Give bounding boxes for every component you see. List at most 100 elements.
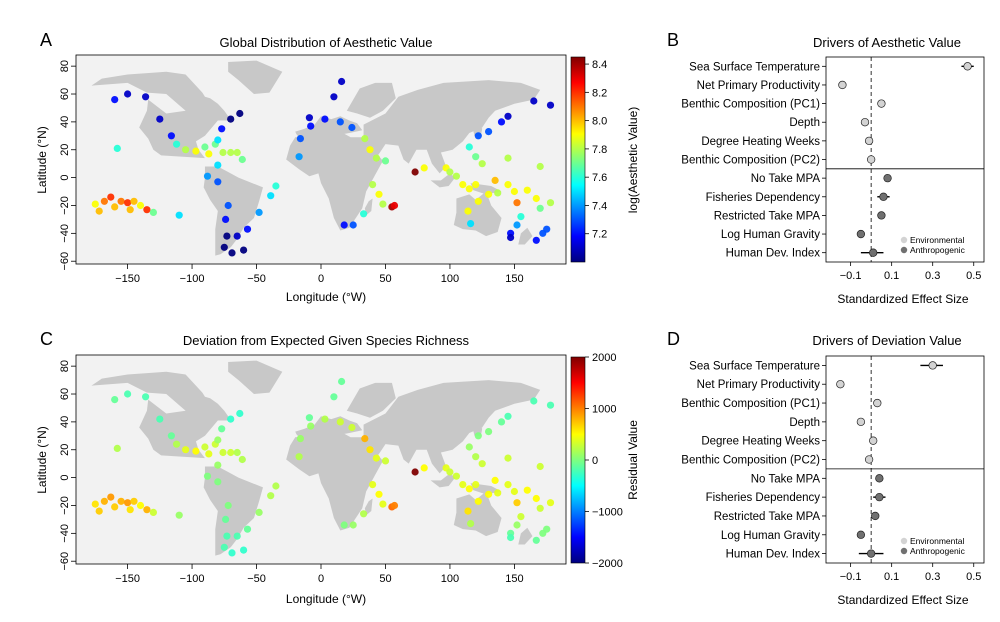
x-tick-label: 0 xyxy=(318,273,324,285)
map-point xyxy=(228,549,236,557)
y-tick-label: 60 xyxy=(59,388,71,400)
map-point xyxy=(411,168,419,176)
map-point xyxy=(338,77,346,86)
colorbar-tick-label: −1000 xyxy=(592,507,623,519)
map-point xyxy=(91,500,99,508)
map-point xyxy=(336,418,344,426)
map-point xyxy=(536,162,544,171)
map-point xyxy=(491,476,499,484)
map-point xyxy=(504,454,512,462)
map-point xyxy=(510,187,518,196)
map-point xyxy=(167,132,175,140)
map-point xyxy=(379,500,387,508)
legend-swatch xyxy=(900,246,908,254)
y-tick-label: −20 xyxy=(59,196,71,215)
x-tick-label: 0.3 xyxy=(925,571,940,583)
map-point xyxy=(113,444,121,452)
row-label: Degree Heating Weeks xyxy=(701,136,820,148)
map-point xyxy=(536,462,544,471)
map-point xyxy=(467,520,475,528)
map-point xyxy=(305,414,313,422)
map-point xyxy=(513,521,521,529)
row-label: Benthic Composition (PC1) xyxy=(681,398,820,410)
map-point xyxy=(465,485,473,493)
map-point xyxy=(510,487,518,496)
map-point xyxy=(485,490,493,498)
map-point xyxy=(517,213,525,221)
map-point xyxy=(227,448,235,457)
row-label: Net Primary Productivity xyxy=(697,379,821,391)
map-point xyxy=(182,146,190,154)
map-point xyxy=(464,207,472,215)
map-point xyxy=(203,472,212,480)
map-point xyxy=(142,393,150,401)
row-label: Degree Heating Weeks xyxy=(701,436,820,448)
x-tick-label: −50 xyxy=(247,573,266,585)
map-point xyxy=(513,199,521,207)
map-point xyxy=(214,461,222,469)
x-tick-label: 0.3 xyxy=(925,270,940,282)
colorbar-tick-label: 7.8 xyxy=(592,144,607,156)
map-point xyxy=(219,148,227,157)
colorbar-tick-label: 0 xyxy=(592,455,598,467)
map-point xyxy=(465,185,473,193)
map-point xyxy=(255,208,263,216)
map-point xyxy=(307,422,315,430)
map-point xyxy=(227,148,235,157)
effect-point xyxy=(856,530,866,539)
map-c-x-label: Longitude (°W) xyxy=(286,592,366,606)
map-point xyxy=(361,435,369,443)
map-point xyxy=(536,504,544,512)
map-point xyxy=(130,497,138,505)
panel-a: A Global Distribution of Aesthetic Value… xyxy=(35,30,640,304)
effect-point xyxy=(860,118,870,127)
map-point xyxy=(233,232,241,240)
x-tick-label: −50 xyxy=(247,273,266,285)
map-point xyxy=(465,443,473,451)
map-point xyxy=(111,396,119,404)
map-point xyxy=(474,132,482,140)
y-tick-label: −40 xyxy=(59,524,71,543)
map-point xyxy=(143,506,151,514)
legend-label: Anthropogenic xyxy=(910,546,966,556)
map-point xyxy=(530,397,538,405)
map-point xyxy=(201,443,209,451)
map-point xyxy=(338,377,346,386)
row-label: Depth xyxy=(789,417,820,429)
row-label: Log Human Gravity xyxy=(721,229,820,241)
map-point xyxy=(227,415,235,423)
row-label: No Take MPA xyxy=(751,173,821,185)
map-point xyxy=(222,215,230,223)
effect-point xyxy=(883,173,892,183)
colorbar-tick-label: 7.4 xyxy=(592,200,607,212)
effect-point xyxy=(866,549,876,558)
map-c-x-axis: −150 −100 −50 0 50 100 150 xyxy=(115,564,524,585)
map-a-y-axis: −60 −40 −20 0 20 40 60 80 xyxy=(59,60,76,271)
panel-letter-d: D xyxy=(667,329,680,349)
legend-label: Environmental xyxy=(910,536,964,546)
map-point xyxy=(243,525,252,533)
row-label: Human Dev. Index xyxy=(726,549,821,561)
map-point xyxy=(372,154,380,162)
x-tick-label: −150 xyxy=(115,273,140,285)
map-point xyxy=(95,207,103,215)
effect-point xyxy=(856,229,866,239)
map-point xyxy=(349,521,357,529)
map-point xyxy=(175,511,183,519)
map-point xyxy=(366,146,374,154)
map-point xyxy=(497,118,506,126)
map-point xyxy=(348,423,356,432)
map-point xyxy=(214,478,222,486)
map-point xyxy=(504,154,512,162)
map-point xyxy=(223,532,231,540)
map-point xyxy=(238,155,246,164)
map-point xyxy=(330,93,338,101)
map-point xyxy=(472,181,480,189)
panel-letter-a: A xyxy=(40,30,52,50)
map-point xyxy=(173,140,181,148)
map-point xyxy=(295,153,303,161)
map-point xyxy=(459,481,467,489)
y-tick-label: 40 xyxy=(59,416,71,428)
map-point xyxy=(243,225,252,233)
map-point xyxy=(375,190,383,198)
